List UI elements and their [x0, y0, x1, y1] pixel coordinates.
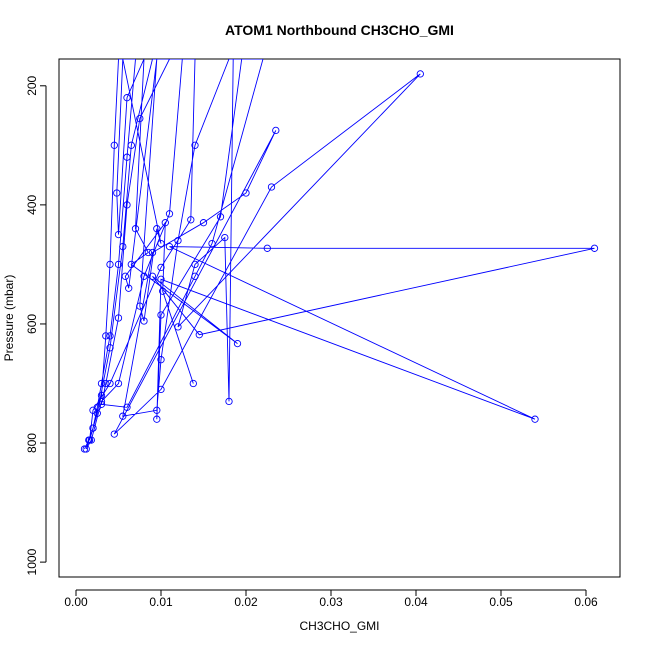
data-point — [123, 153, 131, 161]
data-point — [157, 263, 165, 272]
x-tick-label: 0.06 — [574, 595, 598, 609]
data-point — [165, 210, 174, 218]
x-tick-label: 0.01 — [149, 595, 173, 609]
data-point — [102, 332, 110, 340]
data-point — [113, 189, 121, 197]
data-point — [153, 415, 161, 423]
x-tick-label: 0.02 — [234, 595, 258, 609]
x-tick-label: 0.04 — [404, 595, 428, 609]
data-point — [590, 244, 599, 252]
y-tick-label: 600 — [25, 314, 39, 334]
data-point — [416, 70, 424, 78]
series-line — [84, 59, 595, 450]
data-point — [119, 412, 127, 420]
data-point — [189, 379, 197, 388]
data-point — [148, 248, 157, 257]
data-point — [114, 314, 123, 322]
y-tick-label: 400 — [25, 195, 39, 215]
data-point — [110, 141, 118, 149]
data-point — [127, 141, 135, 149]
data-point — [174, 323, 182, 331]
data-point — [114, 260, 123, 269]
x-tick-label: 0.03 — [319, 595, 343, 609]
data-point — [97, 397, 106, 406]
data-point — [153, 225, 161, 233]
data-point — [106, 344, 114, 352]
data-point — [106, 379, 114, 388]
data-point — [125, 284, 133, 292]
data-point — [272, 126, 280, 135]
data-point — [85, 436, 94, 444]
y-axis-label: Pressure (mbar) — [2, 275, 16, 362]
data-point — [110, 430, 118, 438]
data-point — [123, 403, 131, 411]
data-point — [123, 201, 131, 209]
data-point — [140, 317, 148, 325]
data-point — [221, 233, 229, 242]
data-point — [159, 287, 167, 295]
data-point — [199, 219, 208, 227]
data-point — [157, 356, 165, 364]
data-point — [140, 272, 148, 280]
data-point — [191, 141, 199, 149]
data-point — [267, 183, 276, 191]
data-layer — [80, 59, 599, 453]
data-point — [97, 379, 106, 388]
data-point — [157, 275, 165, 283]
x-tick-label: 0.00 — [64, 595, 88, 609]
data-point — [102, 379, 110, 388]
data-point — [89, 406, 97, 414]
y-tick-label: 1000 — [25, 548, 39, 575]
chart-title: ATOM1 Northbound CH3CHO_GMI — [225, 22, 454, 38]
data-point — [127, 260, 135, 269]
y-axis: 200 400 600 800 1000 — [25, 75, 47, 575]
data-point — [165, 242, 174, 251]
data-point — [114, 230, 123, 239]
data-point — [131, 225, 140, 233]
data-point — [531, 415, 539, 423]
data-point — [157, 239, 165, 248]
data-point — [157, 385, 165, 394]
data-point — [136, 114, 144, 123]
data-point — [121, 272, 129, 280]
data-point — [157, 311, 165, 319]
data-point — [97, 400, 106, 408]
x-axis: 0.00 0.01 0.02 0.03 0.04 0.05 0.06 — [64, 589, 598, 609]
data-point — [187, 216, 195, 224]
data-point — [225, 397, 233, 406]
data-point — [242, 189, 250, 197]
data-point — [263, 244, 271, 252]
data-point — [153, 406, 161, 414]
data-point — [82, 445, 90, 453]
y-tick-label: 200 — [25, 75, 39, 95]
data-point — [216, 213, 225, 221]
data-point — [119, 242, 127, 251]
x-axis-label: CH3CHO_GMI — [299, 619, 379, 633]
y-tick-label: 800 — [25, 433, 39, 453]
data-point — [106, 260, 114, 269]
data-point — [136, 302, 144, 310]
plot-frame — [58, 58, 621, 578]
data-point — [161, 219, 169, 227]
data-point — [106, 332, 114, 340]
data-point — [148, 272, 157, 280]
data-point — [208, 239, 216, 248]
x-tick-label: 0.05 — [489, 595, 513, 609]
data-point — [123, 94, 131, 102]
data-point — [233, 339, 242, 348]
data-point — [191, 272, 199, 280]
data-point — [174, 236, 182, 245]
data-point — [144, 248, 152, 257]
data-point — [191, 260, 199, 269]
data-point — [89, 424, 97, 432]
data-point — [114, 379, 123, 388]
data-point — [195, 331, 203, 339]
